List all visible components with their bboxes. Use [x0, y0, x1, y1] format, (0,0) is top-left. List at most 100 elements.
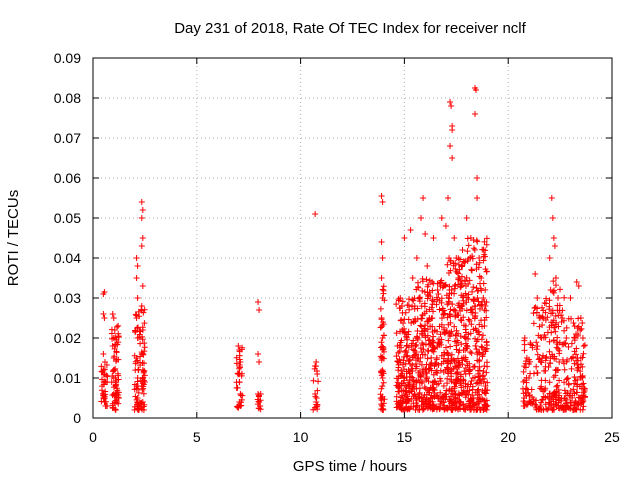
data-point	[427, 361, 434, 368]
data-point	[565, 381, 572, 388]
data-point	[564, 357, 571, 364]
data-point	[541, 367, 548, 374]
data-point	[460, 376, 467, 383]
data-point	[255, 299, 262, 305]
data-point	[548, 195, 555, 201]
data-point	[526, 356, 533, 363]
data-point	[436, 306, 443, 313]
data-point	[473, 406, 480, 413]
data-point	[112, 406, 119, 413]
data-point	[448, 330, 455, 337]
data-point	[434, 287, 441, 293]
data-point	[405, 331, 412, 338]
data-point	[378, 372, 385, 379]
y-tick-label: 0.07	[54, 130, 81, 146]
data-point	[534, 343, 541, 350]
data-point	[379, 405, 386, 412]
data-point	[459, 273, 466, 280]
data-point	[425, 337, 432, 344]
data-point	[581, 394, 588, 401]
data-point	[254, 401, 261, 408]
data-point	[424, 355, 431, 362]
data-point	[567, 388, 574, 395]
data-point	[101, 315, 108, 321]
data-point	[99, 376, 106, 383]
data-point	[482, 286, 489, 293]
data-point	[398, 344, 405, 351]
data-point	[398, 317, 405, 324]
data-point	[430, 333, 437, 340]
data-point	[393, 301, 400, 308]
data-point	[444, 195, 451, 201]
data-point	[546, 379, 553, 386]
data-point	[549, 406, 556, 413]
data-point	[550, 235, 557, 241]
data-point	[476, 255, 483, 261]
data-point	[521, 341, 528, 348]
data-point	[379, 393, 386, 400]
data-point	[395, 296, 402, 303]
data-point	[568, 365, 575, 372]
data-point	[527, 341, 534, 348]
data-point	[313, 403, 320, 410]
data-point	[437, 339, 444, 346]
data-point	[115, 333, 122, 340]
data-point	[578, 397, 585, 404]
data-point	[473, 346, 480, 353]
data-point	[563, 376, 570, 383]
data-point	[442, 281, 449, 288]
data-point	[459, 247, 466, 253]
data-point	[444, 360, 451, 367]
data-point	[140, 390, 147, 397]
data-point	[481, 238, 488, 245]
data-point	[109, 392, 116, 399]
data-point	[103, 403, 110, 409]
data-point	[571, 360, 578, 367]
data-point	[418, 398, 425, 405]
data-point	[552, 275, 559, 281]
data-point	[536, 312, 543, 319]
data-point	[573, 345, 580, 352]
data-point	[139, 283, 146, 289]
data-point	[404, 302, 411, 309]
data-point	[463, 274, 470, 281]
data-point	[575, 283, 582, 289]
data-point	[481, 307, 488, 314]
data-point	[536, 323, 543, 330]
data-point	[478, 287, 485, 294]
data-point	[414, 305, 421, 312]
data-point	[412, 406, 419, 413]
data-point	[377, 305, 384, 312]
data-point	[436, 406, 443, 413]
data-point	[438, 321, 445, 328]
data-point	[111, 353, 118, 360]
data-point	[459, 305, 466, 312]
data-point	[110, 367, 117, 374]
data-point	[141, 340, 148, 347]
data-point	[255, 351, 262, 357]
data-point	[112, 399, 119, 406]
data-point	[479, 332, 486, 339]
data-point	[101, 289, 108, 295]
data-point	[458, 317, 465, 324]
data-point	[438, 315, 445, 322]
data-point	[484, 342, 491, 349]
data-point	[553, 383, 560, 390]
data-point	[421, 384, 428, 391]
data-point	[437, 367, 444, 374]
data-point	[141, 320, 148, 327]
data-point	[417, 345, 424, 352]
data-point	[132, 329, 139, 336]
data-point	[310, 377, 317, 384]
data-point	[421, 288, 428, 295]
data-point	[578, 385, 585, 392]
data-point	[416, 358, 423, 365]
data-point	[115, 400, 122, 407]
data-point	[379, 255, 386, 261]
data-point	[557, 286, 564, 293]
data-point	[234, 370, 241, 377]
data-point	[564, 404, 571, 411]
data-point	[577, 361, 584, 368]
data-point	[444, 357, 451, 364]
data-point	[422, 400, 429, 407]
